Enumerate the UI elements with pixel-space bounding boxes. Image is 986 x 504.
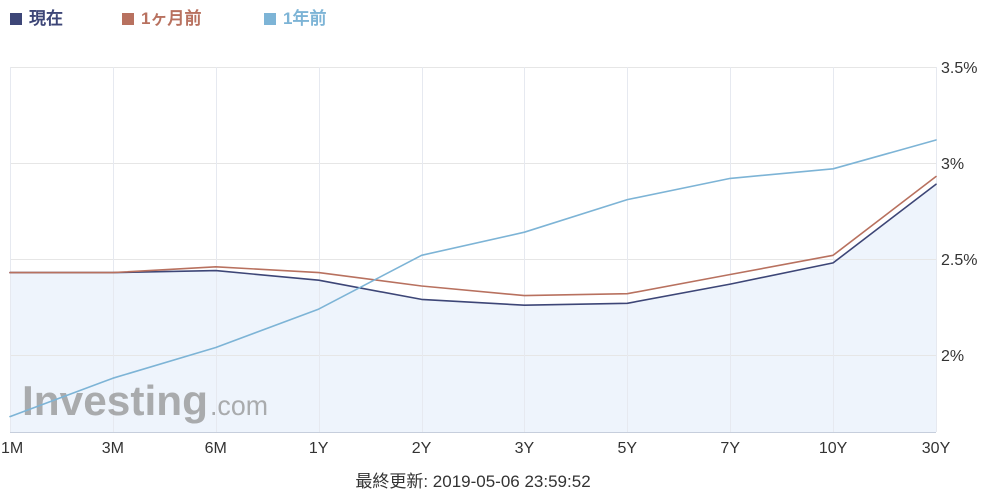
data-point-1-year-ago[interactable] (315, 305, 323, 313)
data-point-1-year-ago[interactable] (623, 196, 631, 204)
x-tick-label: 2Y (412, 440, 432, 457)
data-point-1-month-ago[interactable] (726, 271, 734, 279)
grid-layer (10, 67, 937, 432)
x-tick-label: 30Y (922, 440, 951, 457)
data-point-1-year-ago[interactable] (6, 413, 14, 421)
series-line-1-year-ago[interactable] (9, 139, 937, 418)
data-point-1-year-ago[interactable] (829, 165, 837, 173)
last-updated-text: 最終更新: 2019-05-06 23:59:52 (355, 472, 591, 491)
data-point-1-month-ago[interactable] (829, 251, 837, 259)
data-point-1-month-ago[interactable] (212, 263, 220, 271)
data-point-1-month-ago[interactable] (418, 282, 426, 290)
series-line-1-month-ago[interactable] (9, 175, 937, 297)
data-point-1-month-ago[interactable] (109, 269, 117, 277)
data-point-current[interactable] (829, 259, 837, 267)
legend-swatch-current (10, 13, 22, 25)
data-point-1-year-ago[interactable] (418, 251, 426, 259)
watermark-suffix: .com (210, 390, 268, 421)
x-tick-label: 1Y (309, 440, 329, 457)
x-tick-label: 3M (102, 440, 124, 457)
x-tick-label: 5Y (618, 440, 638, 457)
legend-swatch-1-month-ago (122, 13, 134, 25)
data-point-1-month-ago[interactable] (315, 269, 323, 277)
data-point-1-month-ago[interactable] (623, 290, 631, 298)
watermark-brand: Investing (22, 377, 208, 424)
data-point-current[interactable] (932, 180, 940, 188)
data-point-1-year-ago[interactable] (520, 228, 528, 236)
data-point-1-month-ago[interactable] (932, 173, 940, 181)
x-tick-label: 10Y (819, 440, 848, 457)
legend-label-current: 現在 (29, 9, 63, 28)
x-tick-label: 3Y (515, 440, 535, 457)
data-point-current[interactable] (418, 295, 426, 303)
chart-legend: 現在 1ヶ月前 1年前 (0, 0, 986, 36)
y-tick-label: 3.5% (941, 60, 977, 77)
y-tick-label: 2.5% (941, 252, 977, 269)
data-point-current[interactable] (520, 301, 528, 309)
data-point-1-month-ago[interactable] (6, 269, 14, 277)
y-tick-label: 3% (941, 156, 964, 173)
legend-label-1-month-ago: 1ヶ月前 (141, 9, 202, 28)
legend-swatch-1-year-ago (264, 13, 276, 25)
area-layer (10, 184, 936, 432)
data-point-1-year-ago[interactable] (109, 374, 117, 382)
area-fill-current (10, 184, 936, 432)
legend-label-1-year-ago: 1年前 (283, 9, 327, 28)
data-point-1-year-ago[interactable] (726, 174, 734, 182)
data-point-current[interactable] (315, 276, 323, 284)
x-tick-label: 1M (1, 440, 23, 457)
data-point-current[interactable] (726, 280, 734, 288)
x-tick-label: 7Y (720, 440, 740, 457)
series-line-current[interactable] (9, 183, 937, 307)
legend-item-1-month-ago[interactable]: 1ヶ月前 (122, 8, 201, 30)
data-point-1-month-ago[interactable] (520, 292, 528, 300)
y-tick-label: 2% (941, 348, 964, 365)
x-tick-label: 6M (205, 440, 227, 457)
data-point-1-year-ago[interactable] (932, 136, 940, 144)
data-point-1-year-ago[interactable] (212, 344, 220, 352)
series-layer (6, 136, 940, 421)
data-point-current[interactable] (623, 299, 631, 307)
legend-item-1-year-ago[interactable]: 1年前 (264, 8, 326, 30)
x-axis-labels: 1M 3M 6M 1Y 2Y 3Y 5Y 7Y 10Y 30Y (1, 440, 951, 457)
legend-item-current[interactable]: 現在 (10, 8, 63, 30)
y-axis-labels: 2% 2.5% 3% 3.5% (941, 60, 977, 365)
